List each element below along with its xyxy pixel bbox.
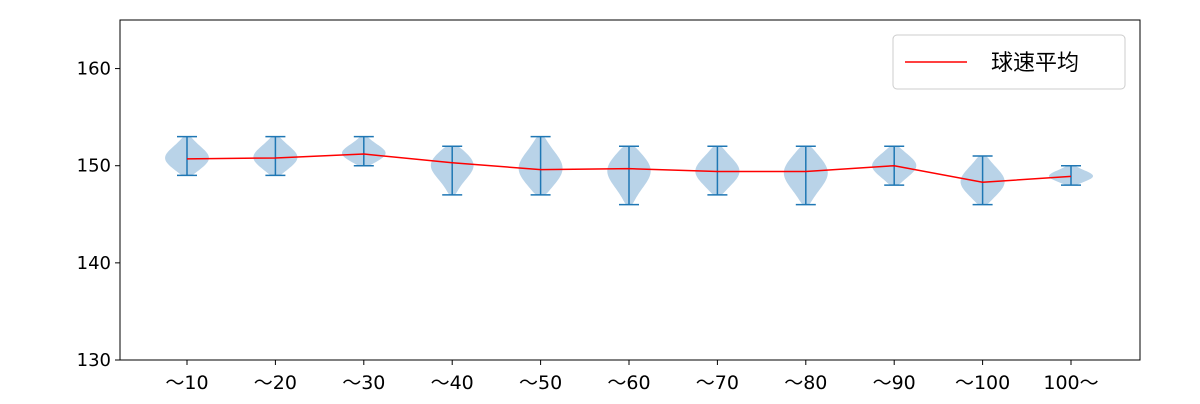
violin-3 [341,135,386,167]
mean-line-layer [186,153,1072,183]
x-tick-label: 〜10 [165,372,208,394]
x-tick-label: 〜70 [696,372,739,394]
violin-8 [783,145,828,206]
plot-frame [119,19,1141,361]
x-tick-label: 〜50 [519,372,562,394]
series-line-mean [186,153,1072,183]
x-tick-label: 〜30 [342,372,385,394]
violin-10 [960,155,1005,206]
y-tick-label: 150 [77,156,111,177]
legend-label: 球速平均 [991,51,1079,76]
violin-6 [607,145,651,206]
violin-7 [695,145,740,196]
violins-layer [165,135,1094,206]
violin-5 [518,135,563,196]
y-tick-label: 130 [77,350,111,371]
legend-box [892,34,1126,90]
x-tick-label: 〜20 [254,372,297,394]
violin-2 [253,135,298,177]
x-tick-label: 〜40 [431,372,474,394]
x-tick-label: 〜60 [607,372,650,394]
violin-1 [165,135,209,177]
y-tick-label: 160 [77,59,111,80]
y-tick-label: 140 [77,253,111,274]
violin-11 [1048,164,1094,186]
x-tick-label: 〜90 [873,372,916,394]
x-tick-label: 〜80 [784,372,827,394]
x-tick-label: 100〜 [1043,372,1098,394]
legend: 球速平均 [892,34,1126,90]
axes-layer: 130 140 150 160 〜10 〜20 〜30 〜40 〜50 〜60 〜70 〜80 〜90 〜… [77,19,1141,394]
violin-4 [430,145,474,196]
x-tick-label: 〜100 [955,372,1010,394]
